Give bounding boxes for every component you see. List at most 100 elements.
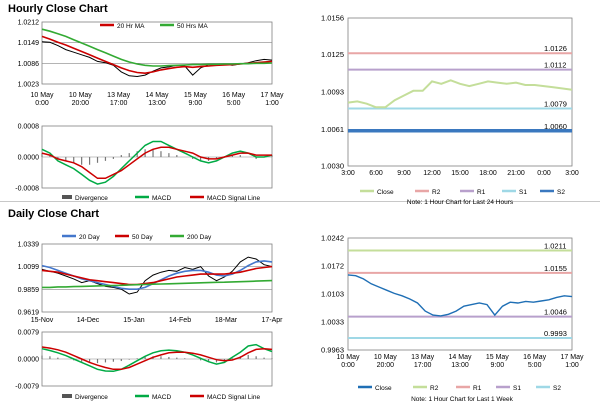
daily-legend-20day-label: 20 Day	[79, 234, 100, 241]
hourly-section-title: Hourly Close Chart	[8, 3, 108, 15]
daily-week-level-label-r2: 1.0211	[544, 241, 566, 250]
daily-legend-macd-label: MACD	[152, 394, 171, 401]
hourly-macd-ytick-label: 0.0000	[18, 155, 40, 162]
hourly-24h-xtick-label: 6:00	[369, 170, 383, 177]
daily-week-xtick-label: 10 May 0:00	[337, 354, 360, 369]
hourly-24h-xtick-label: 3:00	[341, 170, 355, 177]
hourly-price-series-50-hrs-ma	[41, 28, 273, 67]
hourly-24h-xtick-label: 15:00	[451, 170, 469, 177]
hourly-24h-ytick-label: 1.0030	[321, 162, 344, 171]
daily-week-level-label-s2: 0.9993	[544, 329, 567, 338]
hourly-24h-legend-s1-label: S1	[519, 189, 527, 196]
daily-week-ytick-label: 1.0103	[321, 289, 344, 298]
daily-price-series-close	[41, 256, 273, 295]
daily-price-xtick-label: 15-Jan	[123, 317, 145, 324]
hourly-24h-level-label-s2: 1.0060	[544, 122, 567, 131]
hourly-legend-signal-label: MACD Signal Line	[207, 195, 260, 202]
daily-week-plot-frame	[347, 237, 573, 351]
daily-price-xtick-label: 14-Dec	[77, 317, 100, 324]
section-divider	[0, 201, 600, 202]
daily-macd-ytick-label: 0.0000	[18, 357, 40, 364]
hourly-24h-legend-r2-label: R2	[432, 189, 441, 196]
daily-price-ytick-label: 0.9619	[18, 310, 40, 317]
daily-price-ytick-label: 1.0339	[18, 242, 40, 249]
hourly-macd-series-macd	[41, 140, 273, 185]
daily-price-ytick-label: 1.0099	[18, 264, 40, 271]
hourly-24h-xtick-label: 9:00	[397, 170, 411, 177]
daily-macd-ytick-label: 0.0079	[18, 330, 40, 337]
hourly-legend-macd-label: MACD	[152, 195, 171, 202]
daily-macd-series-macd-signal-line	[41, 346, 273, 371]
hourly-price-xtick-label: 13 May 17:00	[107, 92, 130, 107]
daily-legend-signal-label: MACD Signal Line	[207, 394, 260, 401]
hourly-24h-ytick-label: 1.0061	[321, 125, 344, 134]
daily-week-xtick-label: 13 May 17:00	[411, 354, 434, 369]
hourly-24h-xtick-label: 12:00	[423, 170, 441, 177]
daily-price-xtick-label: 17-Apr	[261, 317, 283, 324]
daily-week-legend-r2-label: R2	[430, 385, 439, 392]
hourly-24h-xtick-label: 18:00	[479, 170, 497, 177]
hourly-24h-ytick-label: 1.0156	[321, 14, 344, 23]
hourly-legend-20hr-ma-label: 20 Hr MA	[117, 23, 145, 30]
hourly-24h-note: Note: 1 Hour Chart for Last 24 Hours	[407, 199, 514, 206]
hourly-24h-xtick-label: 0:00	[537, 170, 551, 177]
daily-week-level-label-r1: 1.0155	[544, 264, 567, 273]
hourly-24h-ytick-label: 1.0093	[321, 88, 344, 97]
hourly-24h-level-label-r2: 1.0126	[544, 44, 567, 53]
daily-section-title: Daily Close Chart	[8, 208, 100, 220]
hourly-legend-50hrs-ma-label: 50 Hrs MA	[177, 23, 208, 30]
daily-week-ytick-label: 1.0242	[321, 234, 344, 243]
daily-price-series-50-day	[41, 265, 273, 286]
daily-week-xtick-label: 17 May 1:00	[561, 354, 584, 369]
hourly-24h-legend-close-label: Close	[377, 189, 394, 196]
daily-week-legend-close-label: Close	[375, 385, 392, 392]
daily-price-xtick-label: 18-Mar	[215, 317, 238, 324]
daily-week-ytick-label: 0.9963	[321, 346, 344, 355]
daily-week-ytick-label: 1.0172	[321, 262, 344, 271]
daily-price-xtick-label: 15-Nov	[31, 317, 54, 324]
hourly-macd-ytick-label: 0.0008	[18, 124, 40, 131]
daily-price-xtick-label: 14-Feb	[169, 317, 191, 324]
daily-week-legend-s2-label: S2	[553, 385, 561, 392]
daily-week-legend-s1-label: S1	[513, 385, 521, 392]
hourly-price-xtick-label: 16 May 5:00	[222, 92, 245, 107]
hourly-24h-series-close	[347, 79, 573, 109]
hourly-price-ytick-label: 1.0149	[18, 40, 40, 47]
hourly-24h-legend-s2-label: S2	[557, 189, 565, 196]
hourly-price-xtick-label: 10 May 0:00	[31, 92, 54, 107]
hourly-price-xtick-label: 14 May 13:00	[146, 92, 169, 107]
hourly-price-xtick-label: 10 May 20:00	[69, 92, 92, 107]
hourly-24h-level-label-r1: 1.0112	[544, 61, 566, 70]
hourly-price-xtick-label: 15 May 9:00	[184, 92, 207, 107]
hourly-price-plot-frame	[41, 21, 273, 85]
daily-week-xtick-label: 14 May 13:00	[449, 354, 472, 369]
hourly-24h-ytick-label: 1.0125	[321, 50, 344, 59]
hourly-24h-xtick-label: 21:00	[507, 170, 525, 177]
daily-macd-ytick-label: -0.0079	[15, 384, 39, 391]
daily-week-ytick-label: 1.0033	[321, 317, 344, 326]
daily-legend-divergence-label: Divergence	[75, 394, 108, 401]
daily-price-series-200-day	[42, 279, 273, 289]
hourly-macd-ytick-label: -0.0008	[15, 186, 39, 193]
hourly-price-ytick-label: 1.0023	[18, 82, 40, 89]
hourly-24h-plot-frame	[347, 17, 573, 167]
hourly-24h-xtick-label: 3:00	[565, 170, 579, 177]
daily-week-note: Note: 1 Hour Chart for Last 1 Week	[411, 396, 514, 403]
daily-price-plot-frame	[41, 243, 273, 313]
daily-week-xtick-label: 15 May 9:00	[486, 354, 509, 369]
daily-week-xtick-label: 10 May 20:00	[374, 354, 397, 369]
hourly-legend-divergence-label: Divergence	[75, 195, 108, 202]
daily-week-series-close	[347, 274, 573, 317]
daily-legend-divergence-swatch	[62, 394, 72, 398]
hourly-price-series-20-hr-ma	[41, 35, 273, 75]
daily-macd-series-macd	[41, 343, 273, 373]
daily-week-xtick-label: 16 May 5:00	[523, 354, 546, 369]
daily-week-level-label-s1: 1.0046	[544, 308, 567, 317]
hourly-24h-level-label-s1: 1.0079	[544, 99, 567, 108]
daily-legend-200day-label: 200 Day	[187, 234, 212, 241]
hourly-price-ytick-label: 1.0086	[18, 61, 40, 68]
hourly-price-ytick-label: 1.0212	[18, 20, 40, 27]
daily-price-ytick-label: 0.9859	[18, 287, 40, 294]
hourly-price-xtick-label: 17 May 1:00	[261, 92, 284, 107]
